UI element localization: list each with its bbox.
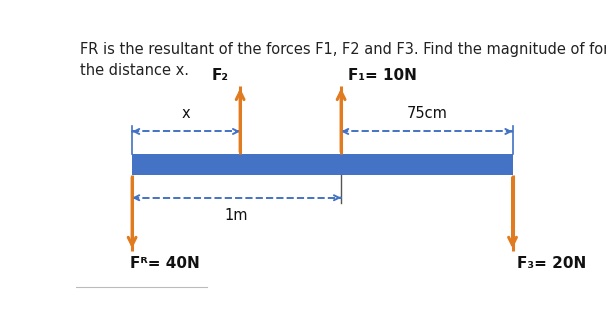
Text: x: x [182, 106, 190, 121]
Text: Fᴿ= 40N: Fᴿ= 40N [130, 256, 199, 271]
Text: F₂: F₂ [211, 68, 228, 83]
Text: 1m: 1m [225, 208, 248, 223]
Bar [132, 154, 513, 175]
Text: F₃= 20N: F₃= 20N [518, 256, 587, 271]
Text: 75cm: 75cm [407, 106, 447, 121]
Text: F₁= 10N: F₁= 10N [348, 68, 417, 83]
Text: FR is the resultant of the forces F1, F2 and F3. Find the magnitude of force F2 : FR is the resultant of the forces F1, F2… [81, 42, 606, 57]
Text: the distance x.: the distance x. [81, 63, 190, 78]
